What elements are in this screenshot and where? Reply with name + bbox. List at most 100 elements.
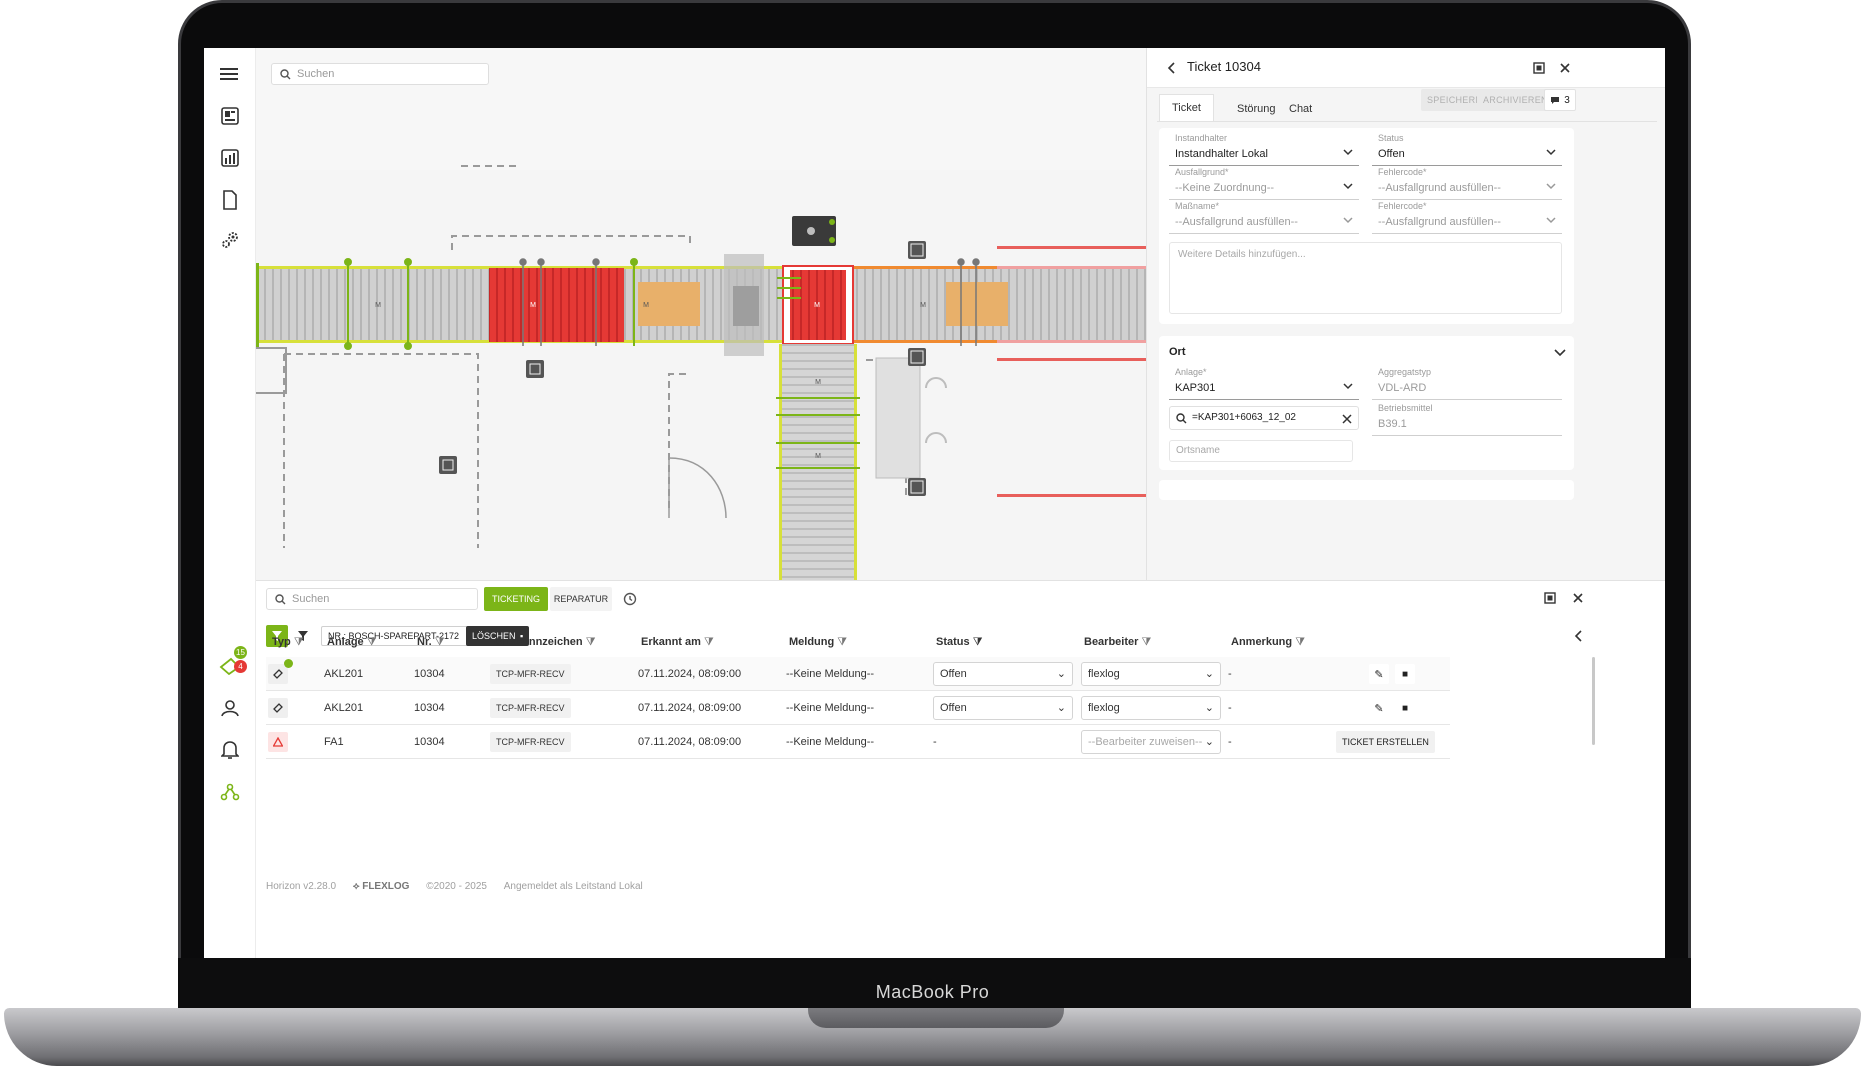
bearbeiter-select[interactable]: flexlog ⌄ (1081, 662, 1221, 686)
tickets-icon[interactable]: 15 4 (216, 646, 247, 680)
fehlercode-label: Fehlercode* (1378, 167, 1427, 177)
instandhalter-select[interactable]: Instandhalter Instandhalter Lokal (1169, 133, 1359, 166)
maximize-icon[interactable] (1544, 592, 1556, 604)
bar-chart-icon[interactable] (216, 144, 244, 172)
status-value: Offen (1378, 148, 1405, 160)
cell-meldung: --Keine Meldung-- (786, 702, 875, 714)
map-search-input[interactable]: Suchen (271, 63, 489, 85)
chevron-down-icon: ⌄ (1204, 702, 1214, 714)
ausfallgrund-select[interactable]: Ausfallgrund* --Keine Zuordnung-- (1169, 167, 1359, 200)
collapse-chevron-icon[interactable] (1554, 348, 1566, 358)
trash-icon: ■ (1401, 668, 1409, 680)
betriebsmittel-field: Betriebsmittel B39.1 (1372, 403, 1562, 436)
filter-icon: ⧩ (703, 636, 714, 648)
edit-button[interactable]: ✎ (1369, 698, 1389, 718)
next-card-stub (1159, 480, 1574, 500)
cell-anlage: AKL201 (324, 668, 364, 680)
delete-filters-label: LÖSCHEN (472, 631, 516, 641)
column-header-anlage[interactable]: Anlage ⧩ (327, 636, 377, 648)
table-row[interactable]: AKL201 10304 TCP-MFR-RECV 07.11.2024, 08… (266, 657, 1450, 691)
comments-button[interactable]: 3 (1544, 89, 1576, 111)
chevron-down-icon (1343, 383, 1353, 390)
column-header-anmerkung[interactable]: Anmerkung ⧩ (1231, 636, 1305, 648)
details-textarea[interactable]: Weitere Details hinzufügen... (1169, 242, 1562, 314)
column-header-erkannt[interactable]: Erkannt am ⧩ (641, 636, 714, 648)
cell-erkannt: 07.11.2024, 08:09:00 (638, 702, 742, 714)
location-card: Ort Anlage* KAP301 Aggregatstyp VDL-ARD … (1159, 336, 1574, 470)
back-chevron-icon[interactable] (1167, 62, 1177, 74)
status-select[interactable]: Offen ⌄ (933, 662, 1073, 686)
history-clock-icon[interactable] (623, 592, 637, 606)
chevron-down-icon (1546, 149, 1556, 156)
edit-button[interactable]: ✎ (1369, 664, 1389, 684)
save-button[interactable]: SPEICHERN (1421, 89, 1489, 111)
column-header-ortskennzeichen[interactable]: Ortskennzeichen ⧩ (494, 636, 596, 648)
maximize-icon[interactable] (1533, 62, 1545, 74)
create-ticket-button[interactable]: TICKET ERSTELLEN (1336, 731, 1435, 753)
table-row[interactable]: FA1 10304 TCP-MFR-RECV 07.11.2024, 08:09… (266, 725, 1450, 759)
tab-stoerung[interactable]: Störung (1237, 103, 1276, 115)
chevron-down-icon: ⌄ (1056, 668, 1066, 680)
tab-ticket[interactable]: Ticket (1159, 94, 1214, 121)
archive-button[interactable]: ARCHIVIEREN (1477, 89, 1554, 111)
anlage-select[interactable]: Anlage* KAP301 (1169, 367, 1359, 400)
tab-reparatur[interactable]: REPARATUR (550, 587, 612, 611)
fehlercode2-select[interactable]: Fehlercode* --Ausfallgrund ausfüllen-- (1372, 201, 1562, 234)
cell-anmerkung: - (1228, 702, 1232, 714)
bearbeiter-select[interactable]: --Bearbeiter zuweisen-- ⌄ (1081, 730, 1221, 754)
menu-icon[interactable] (216, 60, 244, 88)
document-icon[interactable] (216, 186, 244, 214)
column-header-nr[interactable]: Nr. ⧩ (417, 636, 445, 648)
table-scrollbar[interactable] (1592, 657, 1595, 745)
comment-icon (1551, 96, 1560, 104)
delete-filters-button[interactable]: LÖSCHEN ▪ (466, 626, 530, 646)
massname-select[interactable]: Maßname* --Ausfallgrund ausfüllen-- (1169, 201, 1359, 234)
check-badge-icon (284, 659, 293, 668)
ortsname-input[interactable]: Ortsname (1169, 440, 1353, 462)
filter-button[interactable] (266, 625, 288, 647)
ticket-type-icon (268, 664, 288, 684)
user-icon[interactable] (216, 694, 244, 722)
conveyor-map[interactable]: Suchen (256, 48, 1146, 580)
ticket-tab-bar (1157, 94, 1657, 122)
tickets-badge-alert: 4 (234, 660, 247, 673)
trash-icon: ▪ (520, 631, 524, 641)
dashboard-icon[interactable] (216, 102, 244, 130)
delete-button[interactable]: ■ (1395, 698, 1415, 718)
delete-button[interactable]: ■ (1395, 664, 1415, 684)
ticket-list-section: Suchen TICKETING REPARATUR NR.: BOSCH-SP… (256, 580, 1665, 958)
laptop-model-label: MacBook Pro (875, 982, 990, 1002)
app-footer: Horizon v2.28.0 ⟡ FLEXLOG ©2020 - 2025 A… (266, 881, 643, 892)
clear-icon[interactable] (1342, 414, 1352, 424)
close-icon[interactable] (1572, 592, 1584, 604)
cell-erkannt: 07.11.2024, 08:09:00 (638, 736, 742, 748)
fehlercode-select[interactable]: Fehlercode* --Ausfallgrund ausfüllen-- (1372, 167, 1562, 200)
column-header-bearbeiter[interactable]: Bearbeiter ⧩ (1084, 636, 1152, 648)
filter-icon: ⧩ (585, 636, 596, 648)
motor-label: M (643, 302, 649, 309)
bearbeiter-select[interactable]: flexlog ⌄ (1081, 696, 1221, 720)
filter-icon: ⧩ (293, 636, 304, 648)
location-search-input[interactable]: =KAP301+6063_12_02 (1169, 406, 1359, 430)
column-header-meldung[interactable]: Meldung ⧩ (789, 636, 848, 648)
ticket-search-input[interactable]: Suchen (266, 588, 478, 610)
aggregatstyp-value: VDL-ARD (1378, 382, 1427, 394)
network-icon[interactable] (216, 778, 244, 806)
tab-ticketing[interactable]: TICKETING (484, 587, 548, 611)
table-row[interactable]: AKL201 10304 TCP-MFR-RECV 07.11.2024, 08… (266, 691, 1450, 725)
column-header-typ[interactable]: Typ ⧩ (272, 636, 304, 648)
pencil-icon: ✎ (1374, 702, 1384, 715)
status-select[interactable]: Offen ⌄ (933, 696, 1073, 720)
bell-icon[interactable] (216, 736, 244, 764)
location-search-value: =KAP301+6063_12_02 (1192, 412, 1296, 423)
column-header-status[interactable]: Status ⧩ (936, 636, 983, 648)
status-select[interactable]: Status Offen (1372, 133, 1562, 166)
cell-ortskennzeichen: TCP-MFR-RECV (490, 698, 571, 718)
aggregatstyp-label: Aggregatstyp (1378, 367, 1432, 377)
collapse-left-chevron-icon[interactable] (1574, 630, 1584, 642)
tab-chat[interactable]: Chat (1289, 103, 1313, 115)
warning-type-icon (268, 732, 288, 752)
settings-gears-icon[interactable] (216, 226, 244, 254)
filter-clear-button[interactable] (292, 625, 314, 647)
close-icon[interactable] (1559, 62, 1571, 74)
